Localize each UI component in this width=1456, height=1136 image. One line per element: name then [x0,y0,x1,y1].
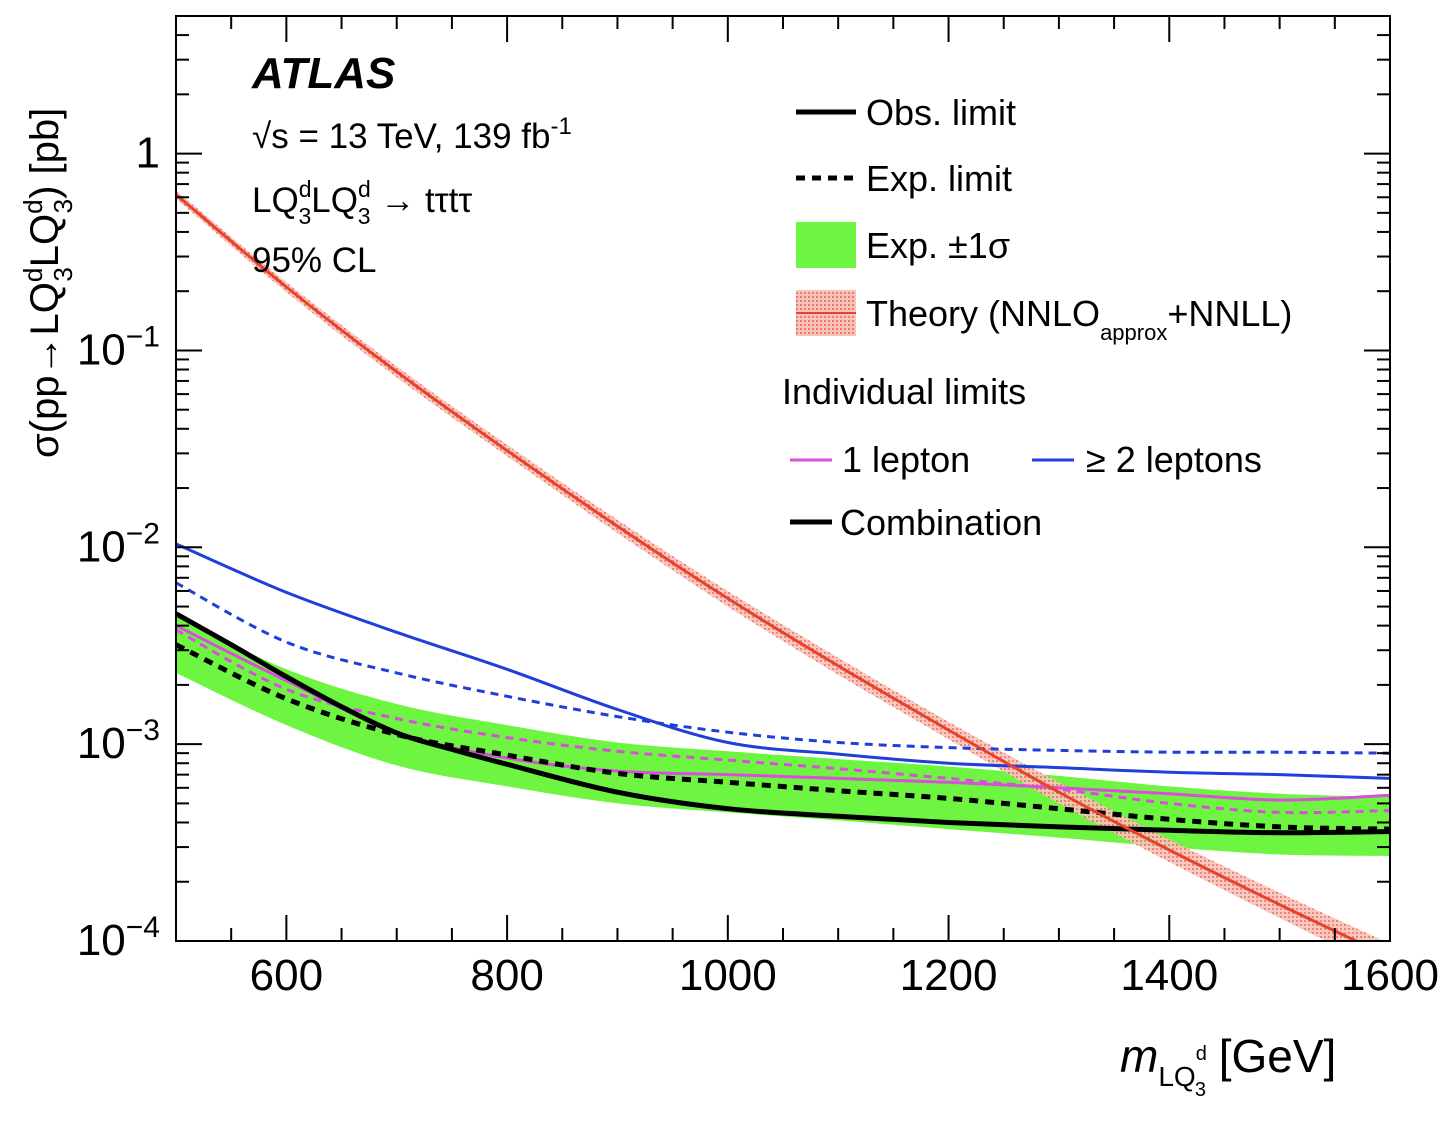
energy-lumi-label: √s = 13 TeV, 139 fb-1 [252,113,572,156]
y-tick-label: 10−4 [77,911,160,965]
exp-1sigma-band [176,615,1390,857]
axis-ticks: 600 800 1000 1200 1400 1600 1 10−1 10−2 10−3 10−4 [77,15,1439,1000]
y-tick-label: 1 [136,129,160,178]
y-tick-label: 10−3 [77,714,160,768]
y-tick-label: 10−1 [77,320,160,374]
x-tick-label: 600 [250,951,323,1000]
legend-band-label: Exp. ±1σ [866,225,1010,266]
legend: Obs. limit Exp. limit Exp. ±1σ Theory (N… [782,92,1292,543]
legend-theory-label: Theory (NNLOapprox+NNLL) [866,293,1292,345]
annotation-block: ATLAS √s = 13 TeV, 139 fb-1 LQd 3LQd 3 → t… [251,49,572,280]
x-tick-label: 1600 [1341,951,1439,1000]
experiment-label: ATLAS [251,49,395,98]
combination-expected-line [176,642,1390,832]
y-tick-label: 10−2 [77,517,160,571]
two-leptons-expected-line [176,581,1390,755]
two-leptons-observed-line [176,542,1390,780]
x-tick-label: 1400 [1120,951,1218,1000]
one-lepton-expected-line [176,628,1390,815]
x-tick-label: 800 [470,951,543,1000]
legend-obs-label: Obs. limit [866,92,1016,133]
process-label: LQd 3LQd 3 → tτtτ [252,176,472,229]
confidence-level-label: 95% CL [252,241,377,280]
theory-line [176,193,1360,941]
combination-observed-line [176,611,1390,836]
y-axis-title: σ(pp→LQd3LQd3) [pb] [18,108,78,458]
legend-individual-header: Individual limits [782,371,1026,412]
legend-one-lepton-label: 1 lepton [842,439,970,480]
legend-two-leptons-label: ≥ 2 leptons [1086,439,1262,480]
legend-exp-label: Exp. limit [866,158,1012,199]
legend-combination-label: Combination [840,502,1042,543]
x-tick-label: 1000 [679,951,777,1000]
x-tick-label: 1200 [900,951,998,1000]
legend-band-swatch [796,222,856,268]
plot-area [176,190,1390,941]
x-axis-title: mLQd 3 [GeV] [1120,1030,1336,1101]
